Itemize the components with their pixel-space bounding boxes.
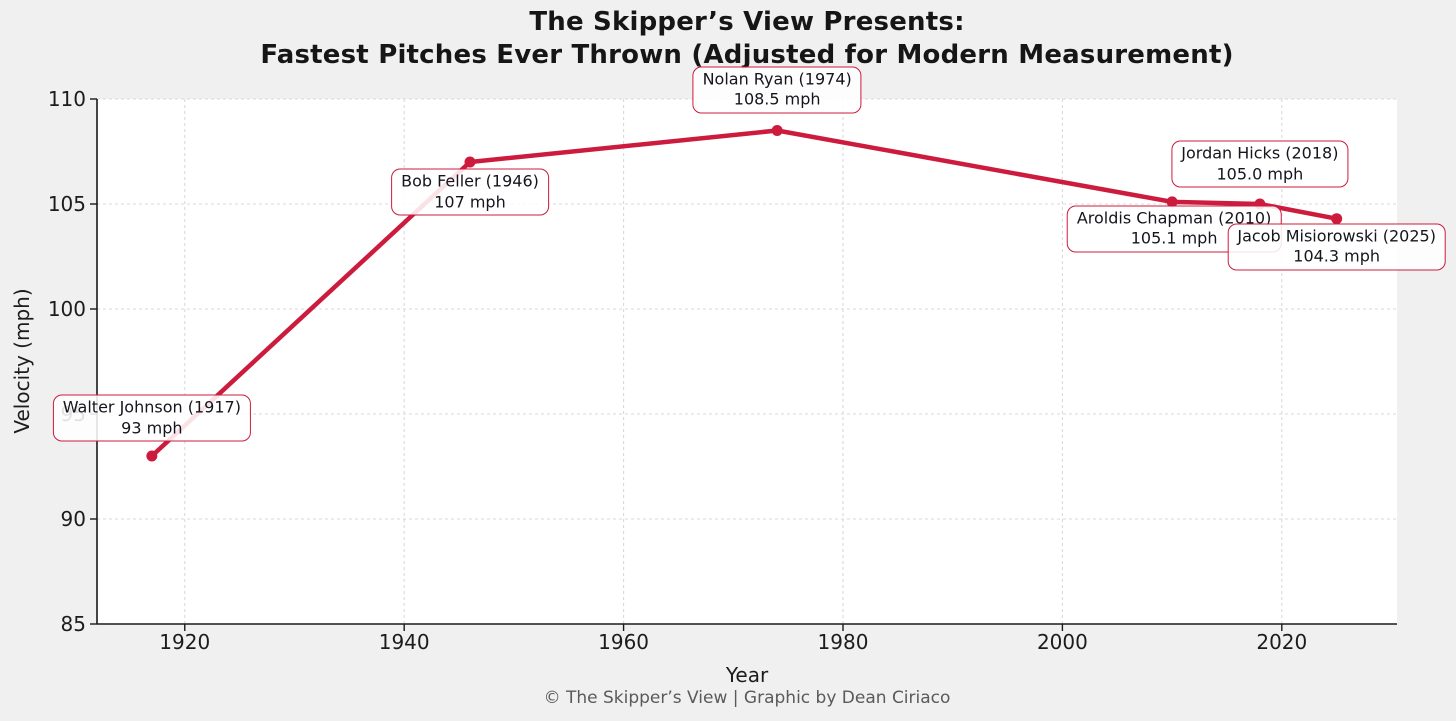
annotation-value: 107 mph [434,192,506,211]
annotation-value: 108.5 mph [733,89,821,109]
annotation-value: 104.3 mph [1293,246,1381,266]
chart-title-line2: Fastest Pitches Ever Thrown (Adjusted fo… [260,40,1234,70]
x-axis-label: Year [725,663,769,687]
y-tick-label: 105 [48,192,86,216]
annotation-box: Jacob Misiorowski (2025) 104.3 mph [1227,223,1446,271]
y-tick-label: 90 [61,507,86,531]
data-point-marker [464,156,476,168]
x-tick-label: 1980 [818,630,869,654]
x-tick-label: 1920 [159,630,210,654]
annotation-label: Jordan Hicks (2018) [1181,143,1339,163]
annotation-box: Jordan Hicks (2018) 105.0 mph [1171,140,1349,188]
y-tick-label: 110 [48,87,86,111]
annotation-box: Aroldis Chapman (2010) 105.1 mph [1066,205,1282,253]
footer-credit: © The Skipper’s View | Graphic by Dean C… [543,688,951,708]
x-tick-label: 1940 [379,630,430,654]
annotation-label: Jacob Misiorowski (2025) [1237,226,1436,246]
annotation-box: Nolan Ryan (1974) 108.5 mph [692,66,862,113]
annotation-label: Bob Feller (1946) [401,171,539,191]
y-tick-label: 100 [48,297,86,321]
data-point-marker [1166,196,1178,208]
y-axis-label: Velocity (mph) [10,288,34,434]
chart-title: The Skipper’s View Presents: Fastest Pit… [97,6,1397,72]
x-tick-label: 1960 [598,630,649,654]
data-point-marker [771,125,783,136]
annotation-label: Nolan Ryan (1974) [702,69,852,88]
y-tick-label: 85 [61,612,86,636]
x-tick-label: 2020 [1256,630,1307,654]
annotation-value: 105.0 mph [1216,164,1304,183]
annotation-value: 93 mph [121,418,183,437]
annotation-value: 105.1 mph [1130,228,1218,248]
annotation-box: Bob Feller (1946) 107 mph [391,168,549,216]
annotation-box: Walter Johnson (1917) 93 mph [52,394,251,442]
annotation-label: Aroldis Chapman (2010) [1076,208,1272,228]
data-point-marker [1331,213,1343,225]
x-tick-label: 2000 [1037,630,1088,654]
data-point-marker [146,450,158,462]
annotation-label: Walter Johnson (1917) [62,397,241,417]
chart-title-line1: The Skipper’s View Presents: [529,7,965,37]
